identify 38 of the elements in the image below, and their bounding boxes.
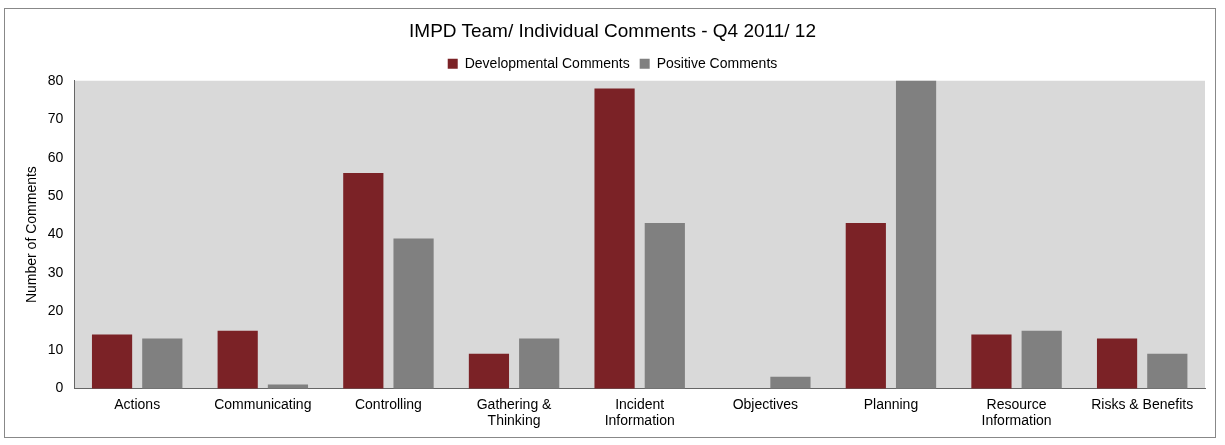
y-tick-label: 50 xyxy=(47,187,64,204)
y-axis-title: Number of Comments xyxy=(23,166,40,304)
bar xyxy=(142,338,183,389)
y-tick-label: 40 xyxy=(47,225,64,242)
legend-label: Positive Comments xyxy=(656,54,778,71)
y-tick-label: 60 xyxy=(47,148,64,165)
bar xyxy=(468,353,510,389)
bar xyxy=(770,376,811,389)
bar xyxy=(644,223,685,389)
y-tick-label: 80 xyxy=(47,71,64,88)
x-tick-label: Objectives xyxy=(732,395,798,412)
bar xyxy=(91,334,133,389)
bar xyxy=(895,80,937,389)
bar xyxy=(217,330,258,389)
x-tick-label: Resource Information xyxy=(981,395,1052,429)
bar xyxy=(343,173,384,389)
bar xyxy=(393,238,434,389)
x-tick-label: Gathering & Thinking xyxy=(476,395,553,429)
x-tick-label: Risks & Benefits xyxy=(1091,395,1194,412)
x-tick-label: Actions xyxy=(114,395,161,412)
bar xyxy=(1096,338,1138,389)
x-tick-label: Incident Information xyxy=(604,395,675,429)
bar xyxy=(1021,330,1062,389)
chart-title: IMPD Team/ Individual Comments - Q4 2011/ 12 xyxy=(409,19,816,41)
bar xyxy=(971,334,1012,389)
y-tick-label: 30 xyxy=(47,263,64,280)
bar xyxy=(594,88,635,389)
legend-label: Developmental Comments xyxy=(464,54,630,71)
y-tick-label: 70 xyxy=(47,110,64,127)
x-tick-label: Communicating xyxy=(214,395,312,412)
x-tick-label: Controlling xyxy=(354,395,422,412)
bar xyxy=(519,338,560,389)
bar xyxy=(1147,353,1188,389)
y-tick-label: 20 xyxy=(47,302,64,319)
bar xyxy=(845,223,886,389)
y-tick-label: 0 xyxy=(55,379,64,396)
y-tick-label: 10 xyxy=(47,340,64,357)
x-tick-label: Planning xyxy=(863,395,919,412)
